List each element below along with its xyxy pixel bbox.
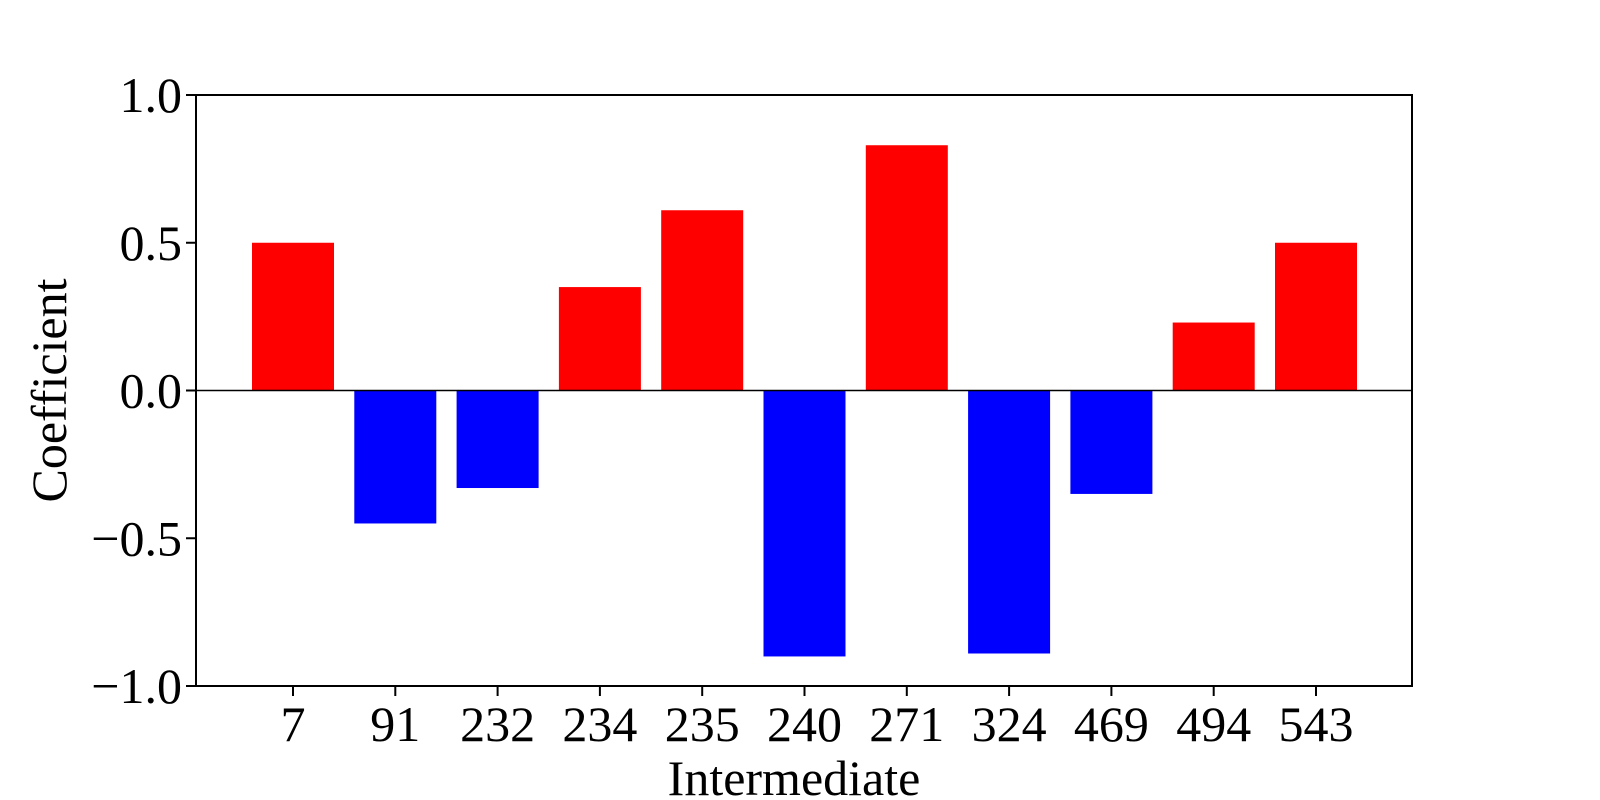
- y-tick-label: 0.0: [120, 363, 183, 419]
- x-tick-label: 232: [460, 696, 535, 752]
- bar-543: [1275, 242, 1357, 391]
- x-tick-label: 234: [562, 696, 637, 752]
- bar-232: [456, 390, 539, 489]
- bar-234: [558, 287, 641, 391]
- bars-layer: [252, 145, 1357, 657]
- x-tick-label: 91: [370, 696, 420, 752]
- x-tick-label: 324: [972, 696, 1047, 752]
- bar-271: [865, 145, 948, 391]
- bar-469: [1070, 390, 1153, 494]
- x-tick-label: 240: [767, 696, 842, 752]
- x-ticks: 7 91 232 234 235 240 271 324 469 494 543: [281, 686, 1354, 752]
- bar-324: [968, 390, 1051, 654]
- y-tick-label: −1.0: [91, 658, 182, 714]
- bar-91: [354, 390, 437, 524]
- x-tick-label: 494: [1176, 696, 1251, 752]
- y-tick-label: −0.5: [91, 510, 182, 566]
- x-tick-label: 235: [665, 696, 740, 752]
- x-tick-label: 543: [1279, 696, 1354, 752]
- y-ticks: −1.0 −0.5 0.0 0.5 1.0: [91, 67, 196, 714]
- y-axis-label: Coefficient: [21, 278, 77, 502]
- bar-240: [763, 390, 846, 657]
- bar-235: [661, 210, 744, 391]
- x-tick-label: 469: [1074, 696, 1149, 752]
- bar-494: [1172, 322, 1255, 391]
- x-tick-label: 271: [869, 696, 944, 752]
- x-axis-label: Intermediate: [668, 750, 921, 800]
- y-tick-label: 0.5: [120, 215, 183, 271]
- bar-7: [252, 242, 334, 391]
- x-tick-label: 7: [281, 696, 306, 752]
- y-tick-label: 1.0: [120, 67, 183, 123]
